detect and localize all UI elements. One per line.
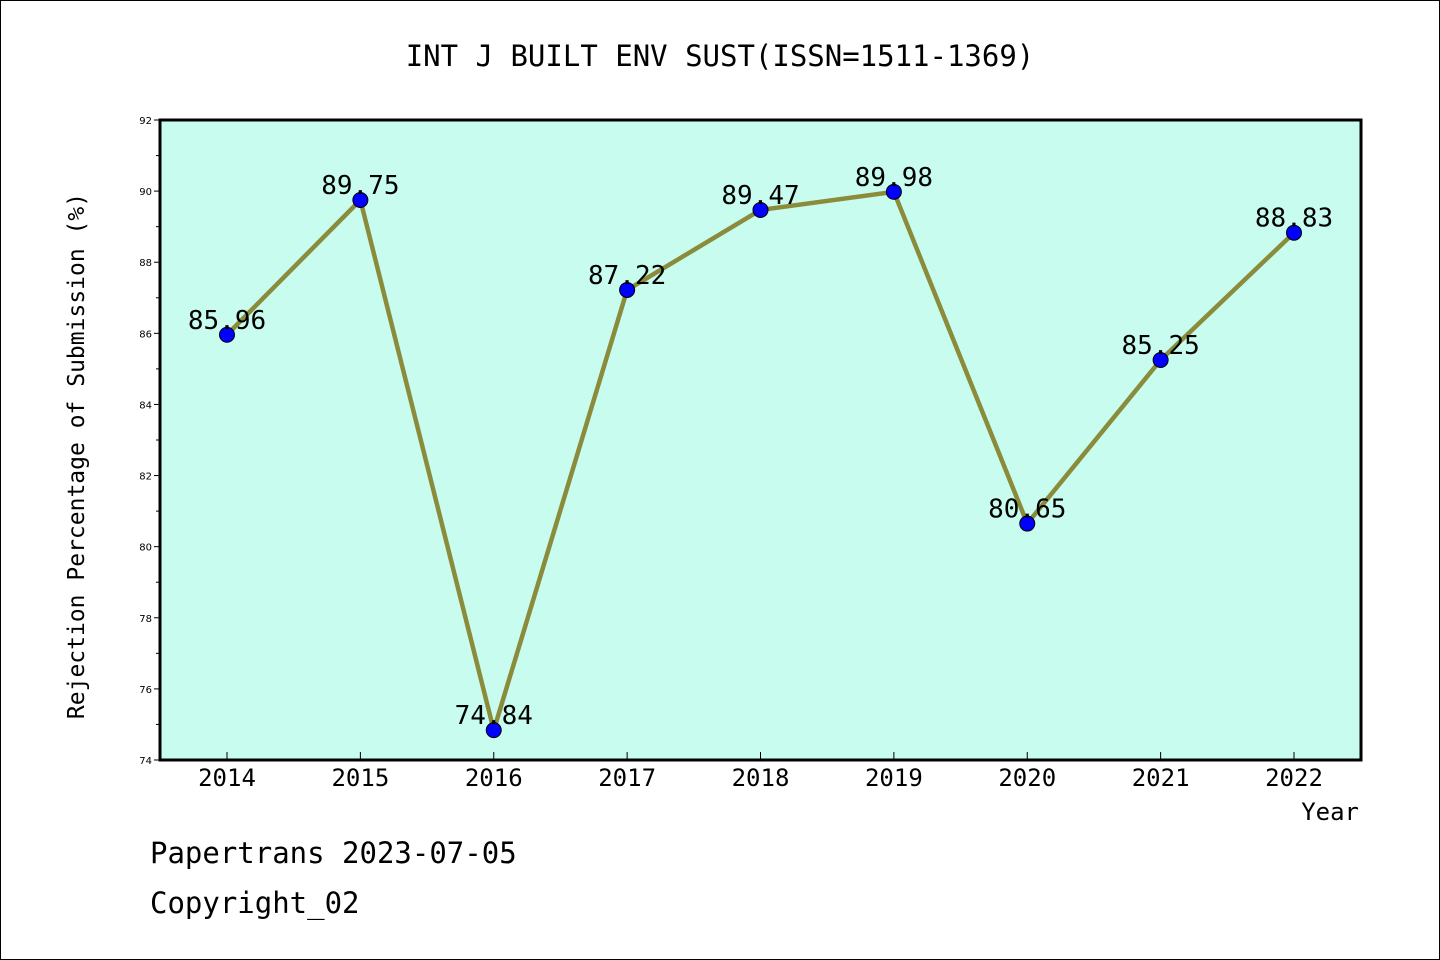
y-tick-label: 92 [139, 116, 152, 127]
data-label: 88.83 [1255, 204, 1333, 234]
x-tick-label: 2021 [1132, 764, 1190, 792]
data-point [1019, 515, 1036, 532]
data-label: 89.75 [321, 171, 399, 201]
y-tick-label: 86 [139, 329, 152, 340]
y-tick-label: 88 [139, 258, 152, 269]
data-label: 85.96 [188, 306, 266, 336]
y-tick-label: 76 [139, 685, 152, 696]
footer-copyright: Copyright_02 [150, 886, 360, 920]
x-tick-label: 2014 [198, 764, 256, 792]
y-tick-label: 78 [139, 614, 152, 625]
y-tick-label: 82 [139, 472, 152, 483]
data-label: 89.47 [721, 181, 799, 211]
series-layer: 85.96 89.75 74.84 87.22 89.47 89.98 80.65 85.25… [188, 163, 1333, 739]
chart-title: INT J BUILT ENV SUST(ISSN=1511-1369) [406, 39, 1035, 73]
plot-area [158, 118, 1363, 762]
data-point [485, 722, 502, 739]
data-label: 74.84 [455, 701, 533, 731]
plot-border [158, 118, 1363, 762]
x-tick-label: 2022 [1265, 764, 1323, 792]
data-point [619, 281, 636, 298]
x-tick-label: 2017 [598, 764, 656, 792]
footer-date: Papertrans 2023-07-05 [150, 836, 517, 870]
data-label: 80.65 [988, 495, 1066, 525]
data-point [352, 192, 369, 208]
x-tick-label: 2016 [465, 764, 523, 792]
y-axis: 74 76 78 80 82 84 86 88 90 92 [139, 116, 160, 767]
x-axis: 2014 2015 2016 2017 2018 2019 2020 2021 2022 [198, 752, 1323, 792]
data-point [885, 183, 902, 200]
x-tick-label: 2015 [331, 764, 389, 792]
data-label: 87.22 [588, 261, 666, 291]
data-point [1286, 224, 1302, 241]
y-tick-label: 84 [139, 400, 152, 411]
y-tick-label: 74 [139, 756, 152, 767]
data-label: 89.98 [855, 163, 933, 193]
data-point [752, 201, 769, 218]
y-tick-label: 80 [139, 543, 152, 554]
y-axis-label: Rejection Percentage of Submission (%) [64, 193, 90, 719]
x-tick-label: 2019 [865, 764, 923, 792]
x-axis-label: Year [1301, 798, 1359, 826]
x-tick-label: 2018 [732, 764, 790, 792]
x-tick-label: 2020 [998, 764, 1056, 792]
data-label: 85.25 [1121, 331, 1199, 361]
y-tick-label: 90 [139, 187, 152, 198]
data-point [1152, 352, 1169, 368]
data-point [219, 326, 235, 343]
